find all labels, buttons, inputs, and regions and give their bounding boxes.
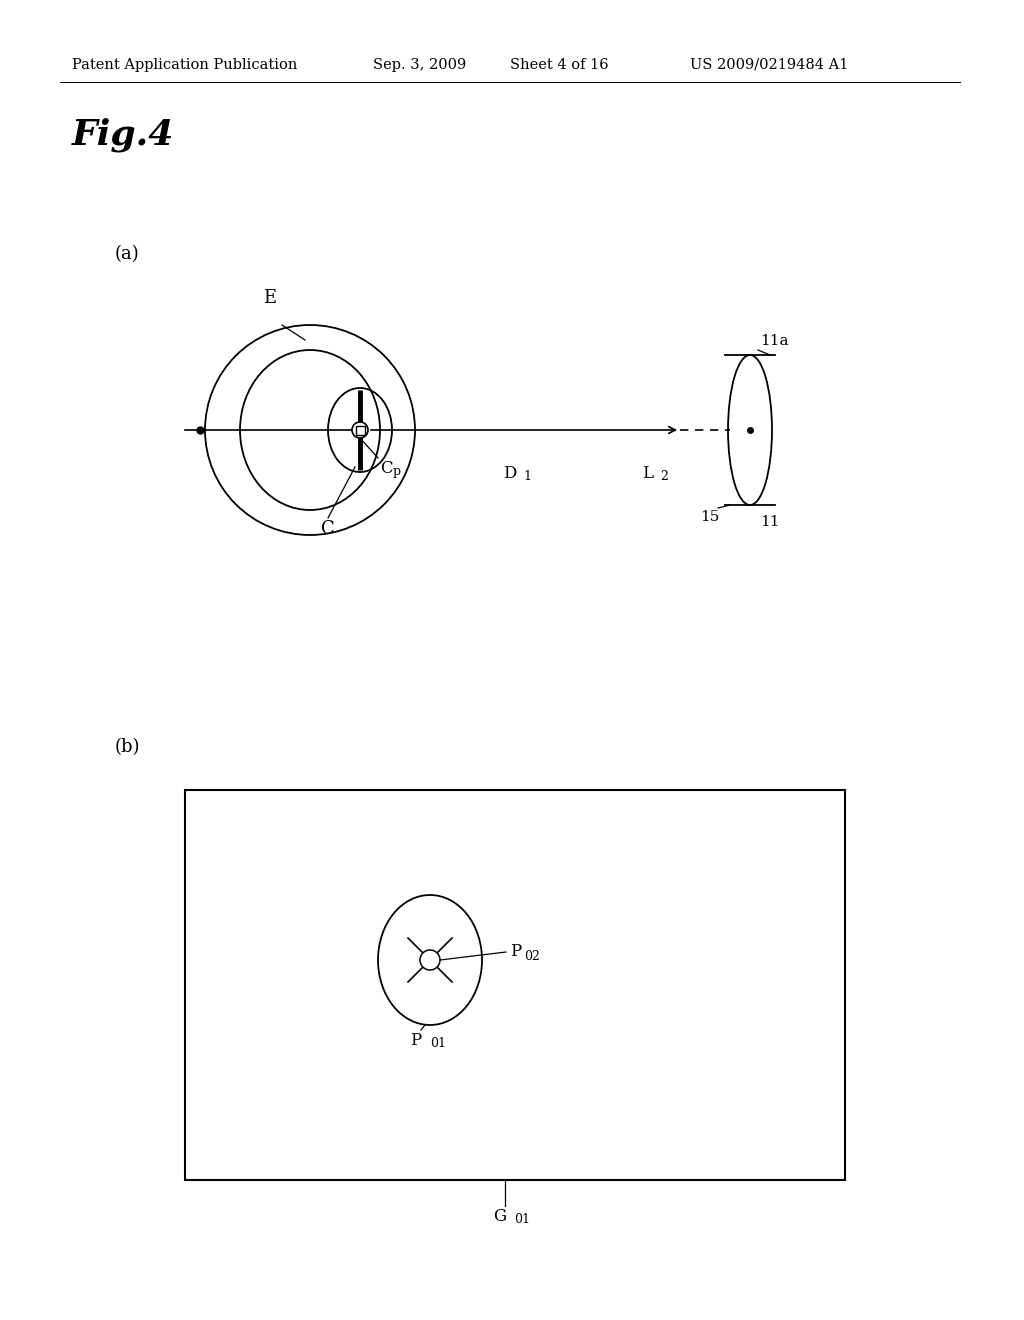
Text: D: D (504, 465, 517, 482)
Text: E: E (263, 289, 276, 308)
Bar (356, 426, 365, 436)
Text: (b): (b) (115, 738, 140, 756)
Text: G: G (494, 1208, 507, 1225)
Text: 15: 15 (700, 510, 720, 524)
Text: p: p (393, 465, 401, 478)
Text: 1: 1 (523, 470, 531, 483)
Bar (185, 789, 845, 1180)
Text: P: P (411, 1032, 422, 1049)
Text: 01: 01 (430, 1038, 446, 1049)
Circle shape (420, 950, 440, 970)
Text: US 2009/0219484 A1: US 2009/0219484 A1 (690, 58, 848, 73)
Text: C: C (322, 520, 335, 539)
Text: (a): (a) (115, 246, 139, 263)
Text: 02: 02 (524, 949, 540, 962)
Text: 11: 11 (760, 515, 779, 529)
Text: C: C (380, 459, 392, 477)
Text: P: P (510, 944, 521, 961)
Text: 2: 2 (660, 470, 668, 483)
Text: Fig.4: Fig.4 (72, 117, 174, 153)
Text: 11a: 11a (760, 334, 788, 348)
Text: 01: 01 (514, 1213, 530, 1226)
Text: Patent Application Publication: Patent Application Publication (72, 58, 297, 73)
Text: Sep. 3, 2009: Sep. 3, 2009 (373, 58, 466, 73)
Text: L: L (642, 465, 653, 482)
Text: Sheet 4 of 16: Sheet 4 of 16 (510, 58, 608, 73)
Circle shape (352, 422, 368, 438)
